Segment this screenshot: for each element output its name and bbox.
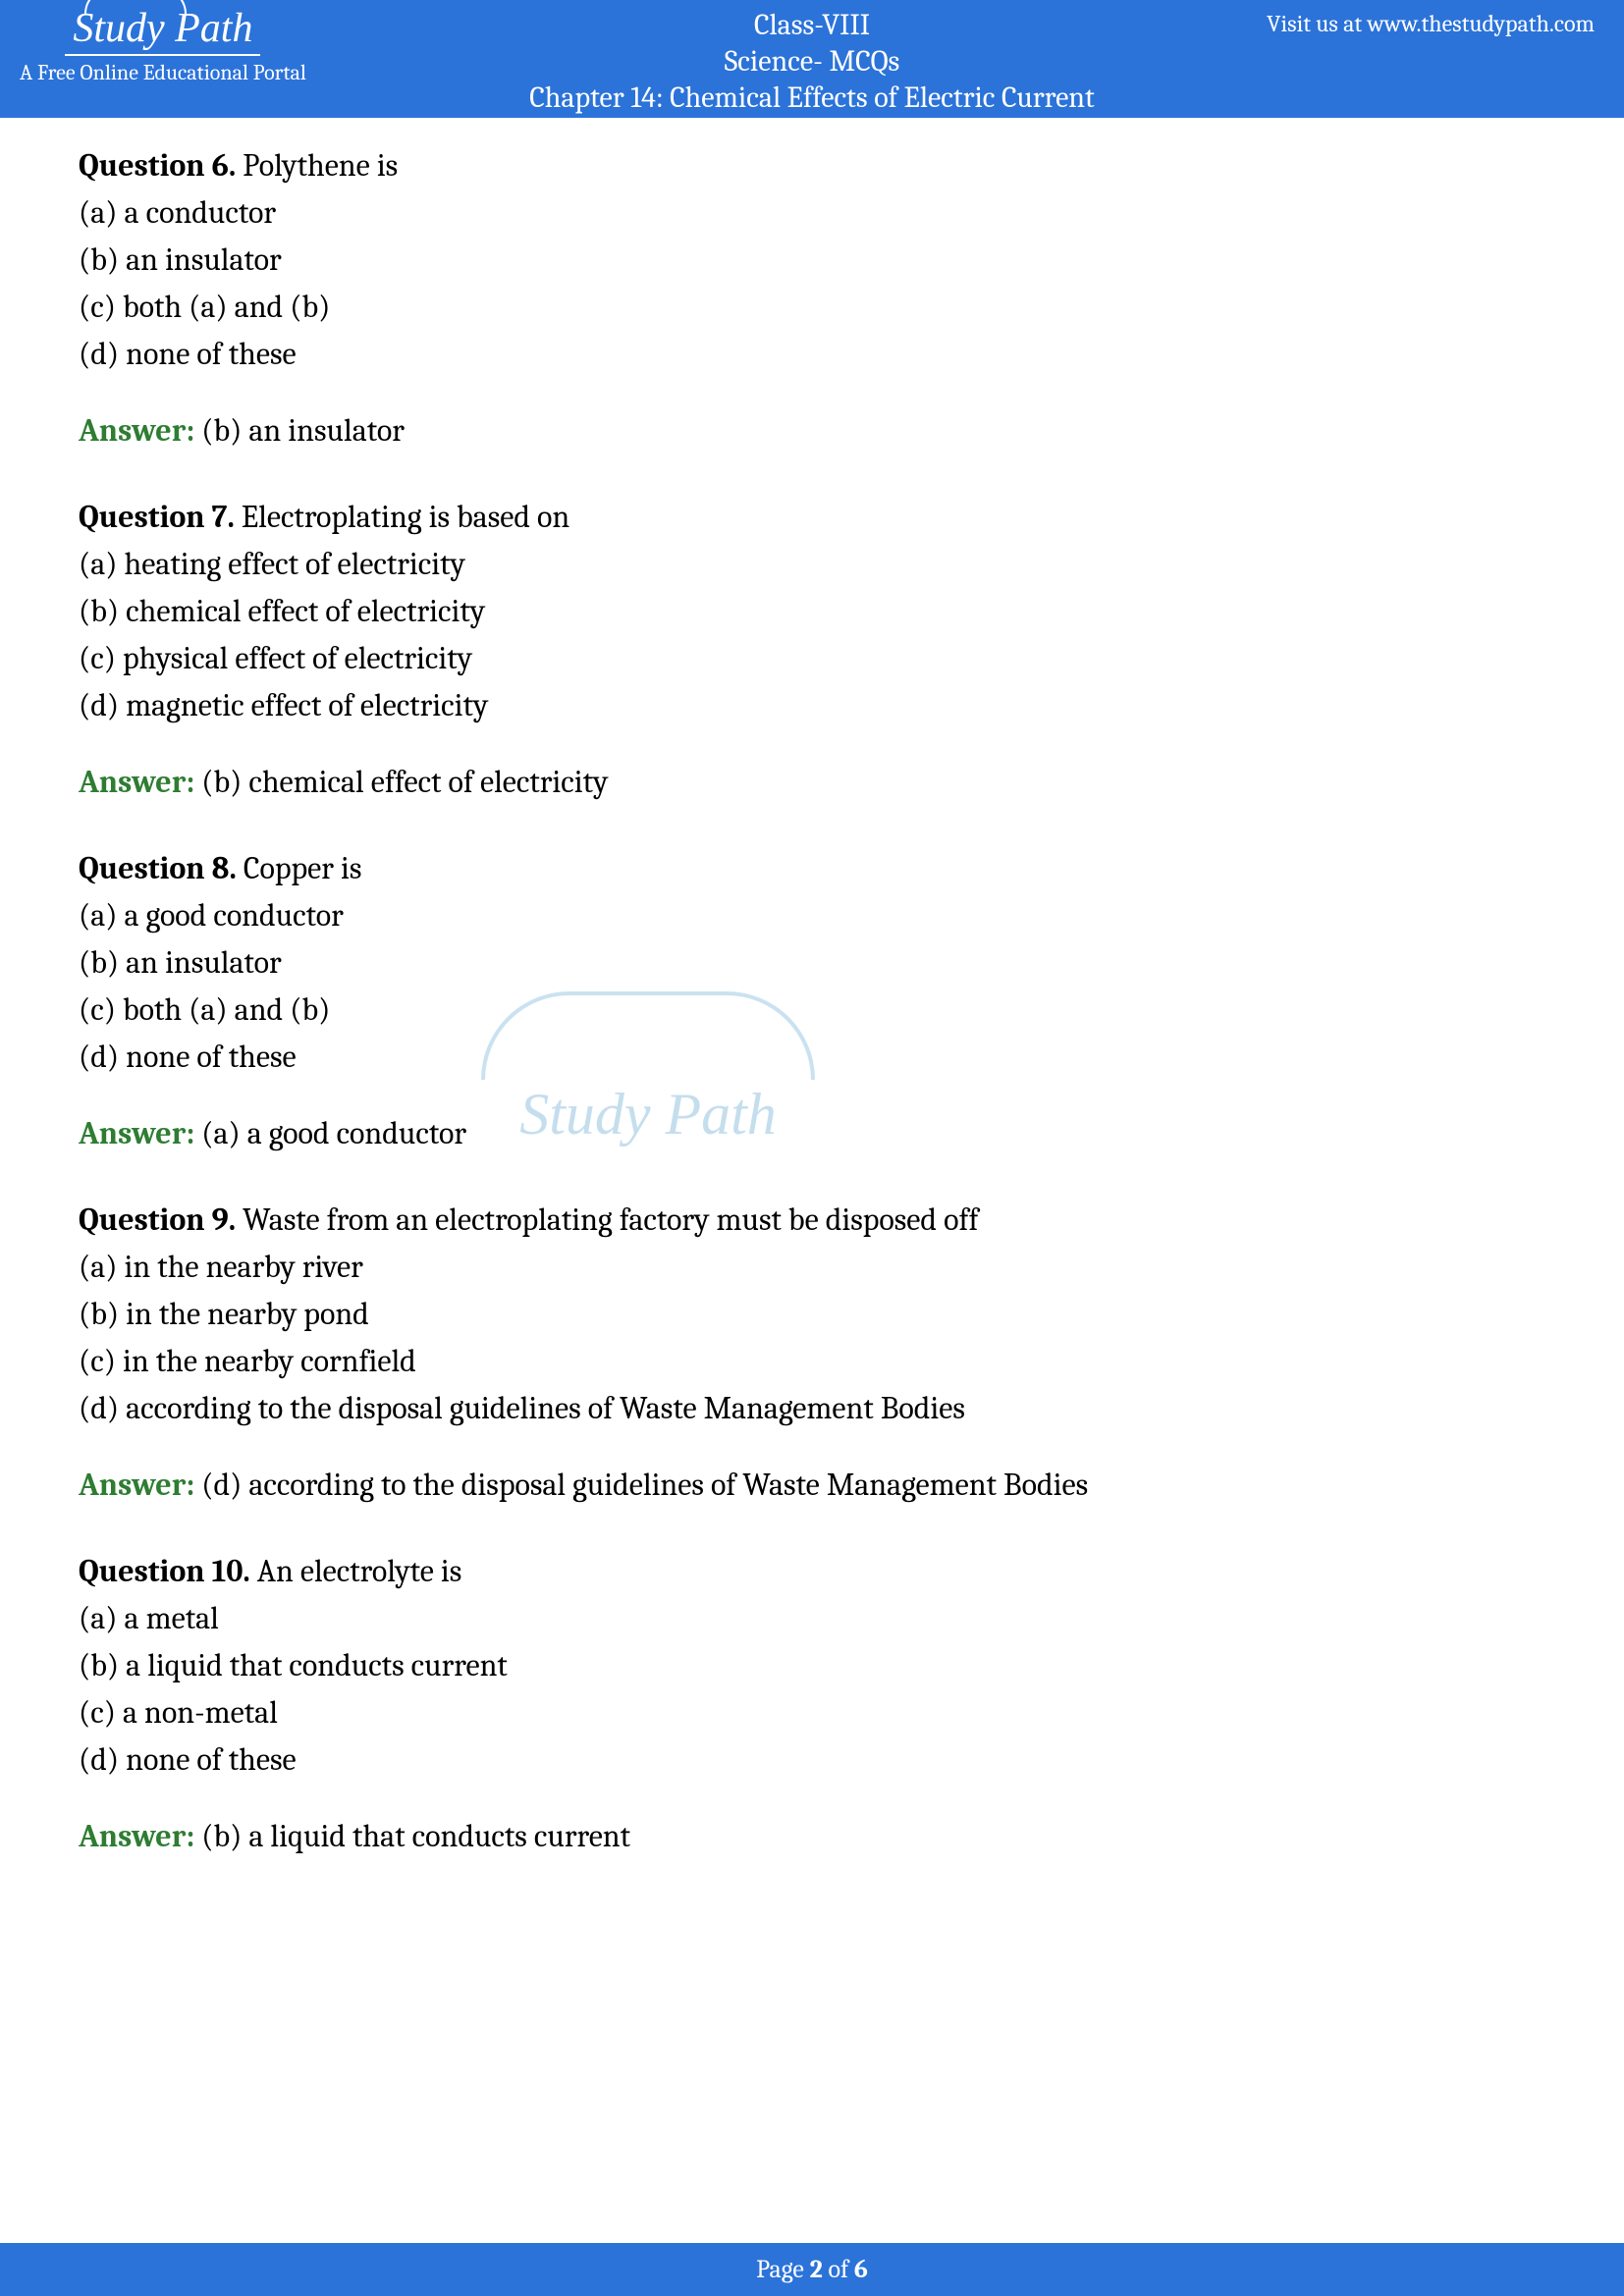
answer-label: Answer:	[79, 1467, 194, 1503]
question-option: (a) a metal	[79, 1595, 1545, 1642]
answer-label: Answer:	[79, 1818, 194, 1854]
question-option: (c) in the nearby cornfield	[79, 1338, 1545, 1385]
page-header: Visit us at www.thestudypath.com Study P…	[0, 0, 1624, 118]
question-option: (a) heating effect of electricity	[79, 541, 1545, 588]
footer-middle: of	[823, 2255, 854, 2284]
question-option: (b) an insulator	[79, 237, 1545, 284]
question-block: Question 8. Copper is(a) a good conducto…	[79, 845, 1545, 1157]
answer-block: Answer: (b) a liquid that conducts curre…	[79, 1813, 1545, 1860]
question-option: (c) a non-metal	[79, 1689, 1545, 1736]
answer-text: (b) an insulator	[194, 412, 405, 449]
question-text: Waste from an electroplating factory mus…	[236, 1201, 978, 1238]
question-number: Question 9.	[79, 1201, 236, 1238]
answer-text: (b) a liquid that conducts current	[194, 1818, 630, 1854]
question-option: (b) an insulator	[79, 939, 1545, 987]
question-number: Question 10.	[79, 1553, 250, 1589]
question-option: (d) none of these	[79, 1034, 1545, 1081]
question-option: (a) a good conductor	[79, 892, 1545, 939]
question-option: (c) physical effect of electricity	[79, 635, 1545, 682]
question-line: Question 9. Waste from an electroplating…	[79, 1197, 1545, 1244]
logo-text: Study Path	[65, 5, 260, 56]
visit-link[interactable]: Visit us at www.thestudypath.com	[1267, 10, 1595, 37]
question-text: Polythene is	[236, 147, 398, 184]
question-line: Question 8. Copper is	[79, 845, 1545, 892]
footer-total-pages: 6	[854, 2255, 868, 2284]
question-number: Question 7.	[79, 499, 235, 535]
question-option: (a) a conductor	[79, 189, 1545, 237]
answer-text: (b) chemical effect of electricity	[194, 764, 608, 800]
answer-block: Answer: (b) an insulator	[79, 407, 1545, 454]
question-option: (b) chemical effect of electricity	[79, 588, 1545, 635]
questions-container: Question 6. Polythene is(a) a conductor(…	[79, 142, 1545, 1860]
footer-current-page: 2	[810, 2255, 823, 2284]
question-option: (a) in the nearby river	[79, 1244, 1545, 1291]
question-option: (d) none of these	[79, 331, 1545, 378]
answer-text: (d) according to the disposal guidelines…	[194, 1467, 1088, 1503]
question-option: (c) both (a) and (b)	[79, 987, 1545, 1034]
question-number: Question 8.	[79, 850, 237, 886]
answer-label: Answer:	[79, 1115, 194, 1151]
answer-block: Answer: (a) a good conductor	[79, 1110, 1545, 1157]
chapter-label: Chapter 14: Chemical Effects of Electric…	[0, 80, 1624, 115]
question-line: Question 6. Polythene is	[79, 142, 1545, 189]
question-block: Question 9. Waste from an electroplating…	[79, 1197, 1545, 1509]
answer-block: Answer: (b) chemical effect of electrici…	[79, 759, 1545, 806]
question-option: (c) both (a) and (b)	[79, 284, 1545, 331]
question-option: (b) in the nearby pond	[79, 1291, 1545, 1338]
question-number: Question 6.	[79, 147, 236, 184]
question-block: Question 10. An electrolyte is(a) a meta…	[79, 1548, 1545, 1860]
answer-block: Answer: (d) according to the disposal gu…	[79, 1462, 1545, 1509]
page-footer: Page 2 of 6	[0, 2243, 1624, 2296]
question-block: Question 7. Electroplating is based on(a…	[79, 494, 1545, 806]
question-line: Question 7. Electroplating is based on	[79, 494, 1545, 541]
question-option: (d) according to the disposal guidelines…	[79, 1385, 1545, 1432]
answer-label: Answer:	[79, 764, 194, 800]
logo-block: Study Path A Free Online Educational Por…	[20, 5, 306, 85]
answer-label: Answer:	[79, 412, 194, 449]
question-line: Question 10. An electrolyte is	[79, 1548, 1545, 1595]
answer-text: (a) a good conductor	[194, 1115, 466, 1151]
logo-tagline: A Free Online Educational Portal	[20, 60, 306, 85]
question-option: (b) a liquid that conducts current	[79, 1642, 1545, 1689]
question-option: (d) none of these	[79, 1736, 1545, 1784]
question-text: Copper is	[237, 850, 362, 886]
question-text: An electrolyte is	[250, 1553, 462, 1589]
question-text: Electroplating is based on	[235, 499, 569, 535]
question-block: Question 6. Polythene is(a) a conductor(…	[79, 142, 1545, 454]
content-area: Study Path Question 6. Polythene is(a) a…	[0, 118, 1624, 1860]
question-option: (d) magnetic effect of electricity	[79, 682, 1545, 729]
footer-prefix: Page	[756, 2255, 809, 2284]
